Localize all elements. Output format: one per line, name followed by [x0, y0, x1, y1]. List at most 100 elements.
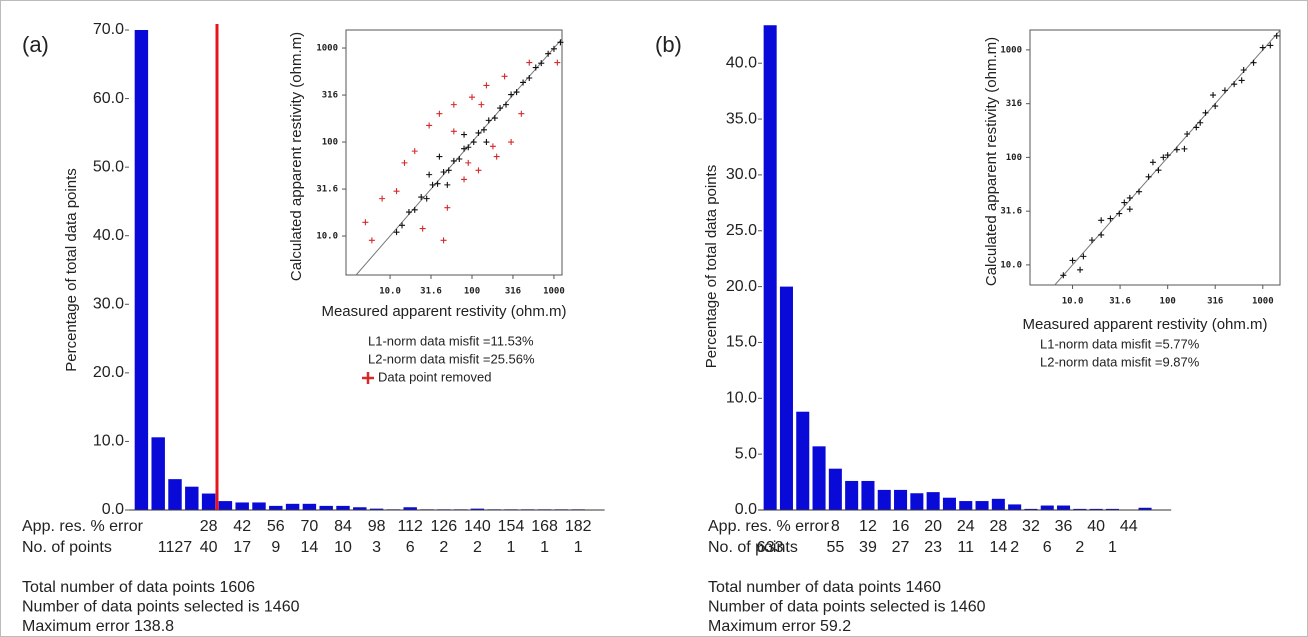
- count-label: 40: [200, 539, 218, 556]
- point: [362, 219, 369, 226]
- count-label: 633: [757, 539, 784, 556]
- bar: [828, 468, 842, 510]
- count-label: 39: [859, 539, 877, 556]
- bar: [812, 446, 826, 510]
- bar: [1040, 505, 1054, 510]
- point: [405, 209, 412, 216]
- x-tick-label: 126: [430, 518, 457, 535]
- y-tick-label: 60.0: [93, 90, 124, 107]
- point: [1069, 257, 1076, 264]
- point: [526, 59, 533, 66]
- count-label: 1: [507, 539, 516, 556]
- point: [485, 117, 492, 124]
- point: [418, 194, 425, 201]
- count-label: 27: [892, 539, 910, 556]
- point: [1231, 81, 1238, 88]
- point: [513, 89, 520, 96]
- point: [426, 122, 433, 129]
- y-tick-label: 20.0: [726, 278, 757, 295]
- x-tick-label: 20: [924, 518, 942, 535]
- point: [1088, 237, 1095, 244]
- y-axis-title: Percentage of total data points: [63, 168, 80, 371]
- note: Total number of data points 1460: [708, 579, 941, 596]
- count-label: 3: [372, 539, 381, 556]
- x-tick-label: 28: [989, 518, 1007, 535]
- bar: [796, 411, 810, 510]
- point: [1212, 103, 1219, 110]
- y-tick-label: 31.6: [1000, 207, 1022, 217]
- y-tick-label: 35.0: [726, 110, 757, 127]
- count-label: 17: [233, 539, 251, 556]
- x-tick-label: 10.0: [379, 287, 401, 297]
- row-label: No. of points: [708, 539, 798, 556]
- point: [1121, 199, 1128, 206]
- point: [465, 144, 472, 151]
- point: [411, 206, 418, 213]
- y-tick-label: 0.0: [735, 501, 757, 518]
- point: [491, 115, 498, 122]
- count-label: 14: [301, 539, 319, 556]
- annotation: L2-norm data misfit =9.87%: [1040, 354, 1200, 369]
- point: [434, 180, 441, 187]
- point: [393, 229, 400, 236]
- point: [503, 101, 510, 108]
- x-tick-label: 16: [892, 518, 910, 535]
- bar: [319, 505, 333, 510]
- bar: [336, 505, 350, 510]
- count-label: 1: [540, 539, 549, 556]
- point: [401, 159, 408, 166]
- y-tick-label: 30.0: [93, 296, 124, 313]
- bar: [1105, 508, 1119, 510]
- point: [508, 139, 515, 146]
- row-label: App. res. % error: [22, 518, 144, 535]
- point: [1267, 42, 1274, 49]
- point: [445, 167, 452, 174]
- point: [1077, 266, 1084, 273]
- x-tick-label: 42: [233, 518, 251, 535]
- point: [545, 50, 552, 57]
- bar: [1057, 505, 1071, 510]
- y-tick-label: 316: [1006, 99, 1022, 109]
- point: [480, 126, 487, 133]
- point: [501, 73, 508, 80]
- count-label: 2: [473, 539, 482, 556]
- point: [450, 128, 457, 135]
- x-tick-label: 31.6: [420, 287, 442, 297]
- note: Number of data points selected is 1460: [708, 599, 986, 616]
- point: [368, 237, 375, 244]
- point: [508, 91, 515, 98]
- point: [470, 139, 477, 146]
- bar: [1024, 508, 1038, 510]
- point: [475, 167, 482, 174]
- bar: [151, 437, 165, 510]
- x-tick-label: 24: [957, 518, 975, 535]
- y-tick-label: 40.0: [93, 227, 124, 244]
- count-label: 55: [826, 539, 844, 556]
- point: [440, 237, 447, 244]
- point: [393, 188, 400, 195]
- bar: [252, 502, 266, 510]
- point: [426, 171, 433, 178]
- point: [1273, 32, 1280, 39]
- point: [1184, 131, 1191, 138]
- x-tick-label: 168: [531, 518, 558, 535]
- x-tick-label: 12: [859, 518, 877, 535]
- count-label: 23: [924, 539, 942, 556]
- point: [538, 60, 545, 67]
- point: [1197, 119, 1204, 126]
- count-label: 1127: [158, 539, 193, 556]
- point: [1116, 210, 1123, 217]
- y-tick-label: 1000: [316, 44, 338, 54]
- point: [419, 225, 426, 232]
- x-tick-label: 100: [1160, 297, 1176, 307]
- bar: [942, 497, 956, 510]
- count-label: 10: [334, 539, 352, 556]
- x-tick-label: 1000: [1252, 297, 1274, 307]
- bar: [1073, 508, 1087, 510]
- bar: [168, 479, 182, 510]
- annotation: L2-norm data misfit =25.56%: [368, 351, 535, 366]
- bar: [269, 505, 283, 510]
- y-tick-label: 50.0: [93, 158, 124, 175]
- x-tick-label: 56: [267, 518, 285, 535]
